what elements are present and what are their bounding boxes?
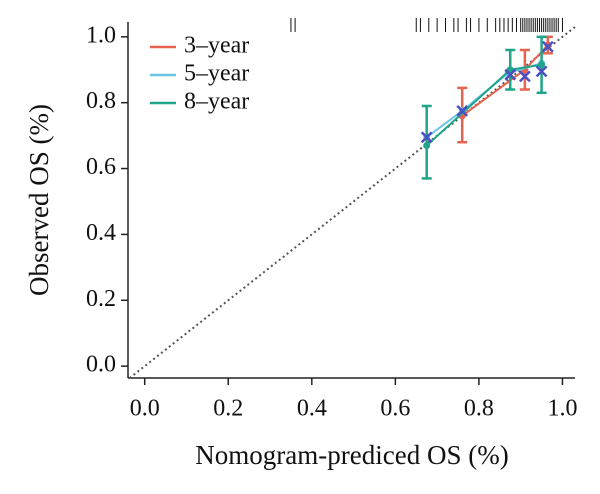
x-tick-label: 0.4 <box>297 396 327 422</box>
point <box>538 61 546 69</box>
legend-label: 3–year <box>184 33 249 59</box>
marker-x <box>518 70 531 83</box>
marker-x <box>420 131 433 144</box>
legend-label: 8–year <box>184 89 249 115</box>
marker-x <box>456 105 469 117</box>
y-tick-label: 0.8 <box>86 88 116 114</box>
y-axis-label: Observed OS (%) <box>24 104 54 296</box>
x-axis-label: Nomogram-prediced OS (%) <box>195 440 508 470</box>
x-tick-label: 0.6 <box>380 396 410 422</box>
marker-x <box>541 40 554 53</box>
x-tick-label: 0.8 <box>464 396 494 422</box>
y-tick-label: 0.2 <box>86 286 116 312</box>
marker-x <box>535 65 548 78</box>
legend-label: 5–year <box>184 61 249 87</box>
y-tick-label: 0.6 <box>86 154 116 180</box>
marker-x <box>504 68 517 81</box>
x-tick-label: 1.0 <box>547 396 577 422</box>
x-tick-label: 0.0 <box>130 396 160 422</box>
y-tick-label: 0.4 <box>86 220 116 246</box>
y-tick-label: 1.0 <box>86 22 116 48</box>
point <box>423 141 431 149</box>
x-tick-label: 0.2 <box>213 396 243 422</box>
series-line <box>461 44 549 117</box>
y-tick-label: 0.0 <box>86 352 116 378</box>
